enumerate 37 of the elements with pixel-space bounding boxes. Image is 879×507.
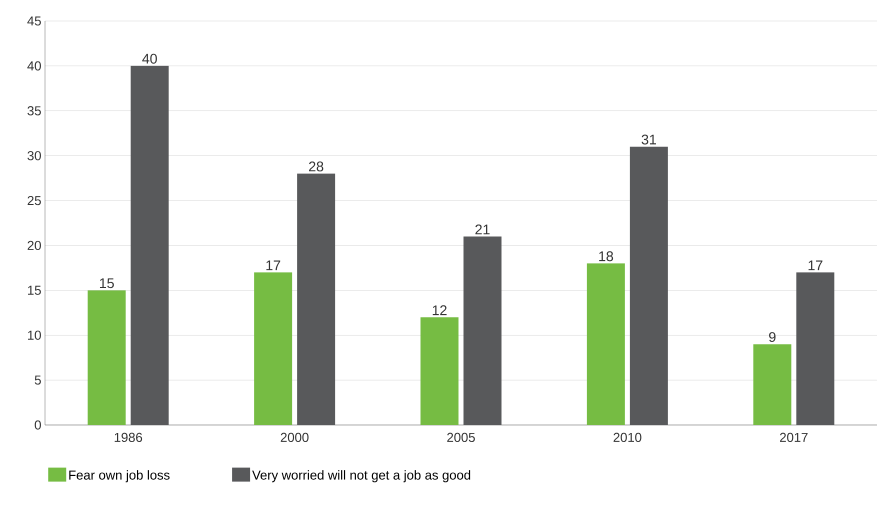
data-label: 17: [266, 260, 280, 270]
data-label: 18: [599, 251, 614, 262]
x-tick-label: 2017: [780, 432, 808, 442]
data-label: 28: [309, 162, 324, 172]
y-tick-label: 40: [27, 61, 41, 70]
bar: [753, 344, 792, 425]
x-tick-label: 2000: [280, 432, 309, 442]
data-label: 31: [642, 134, 656, 144]
legend-label: Very worried will not get a job as good: [252, 470, 470, 482]
bar: [796, 272, 834, 425]
y-tick-label: 30: [28, 151, 41, 160]
data-label: 40: [142, 54, 157, 64]
data-label: 9: [769, 332, 776, 342]
y-tick-label: 20: [28, 240, 41, 250]
bar: [420, 317, 458, 425]
x-tick-label: 2005: [447, 432, 475, 442]
data-label: 21: [475, 224, 490, 234]
bar: [88, 290, 126, 425]
y-tick-label: 35: [28, 106, 41, 116]
bar: [586, 263, 625, 425]
y-tick-label: 45: [27, 16, 41, 26]
bar: [297, 174, 336, 425]
bar: [254, 272, 292, 425]
data-label: 17: [808, 260, 822, 270]
bar: [630, 146, 668, 425]
data-label: 12: [432, 305, 447, 316]
bar: [464, 236, 502, 425]
legend-label: Fear own job loss: [69, 470, 170, 482]
x-tick-label: 1986: [114, 432, 142, 442]
y-tick-label: 5: [34, 376, 41, 385]
data-label: 15: [100, 278, 114, 288]
x-tick-label: 2010: [614, 432, 642, 442]
bar: [130, 66, 169, 425]
y-tick-label: 15: [28, 286, 41, 295]
y-tick-label: 0: [34, 420, 41, 430]
y-tick-label: 25: [28, 196, 41, 206]
y-tick-label: 10: [28, 330, 41, 340]
